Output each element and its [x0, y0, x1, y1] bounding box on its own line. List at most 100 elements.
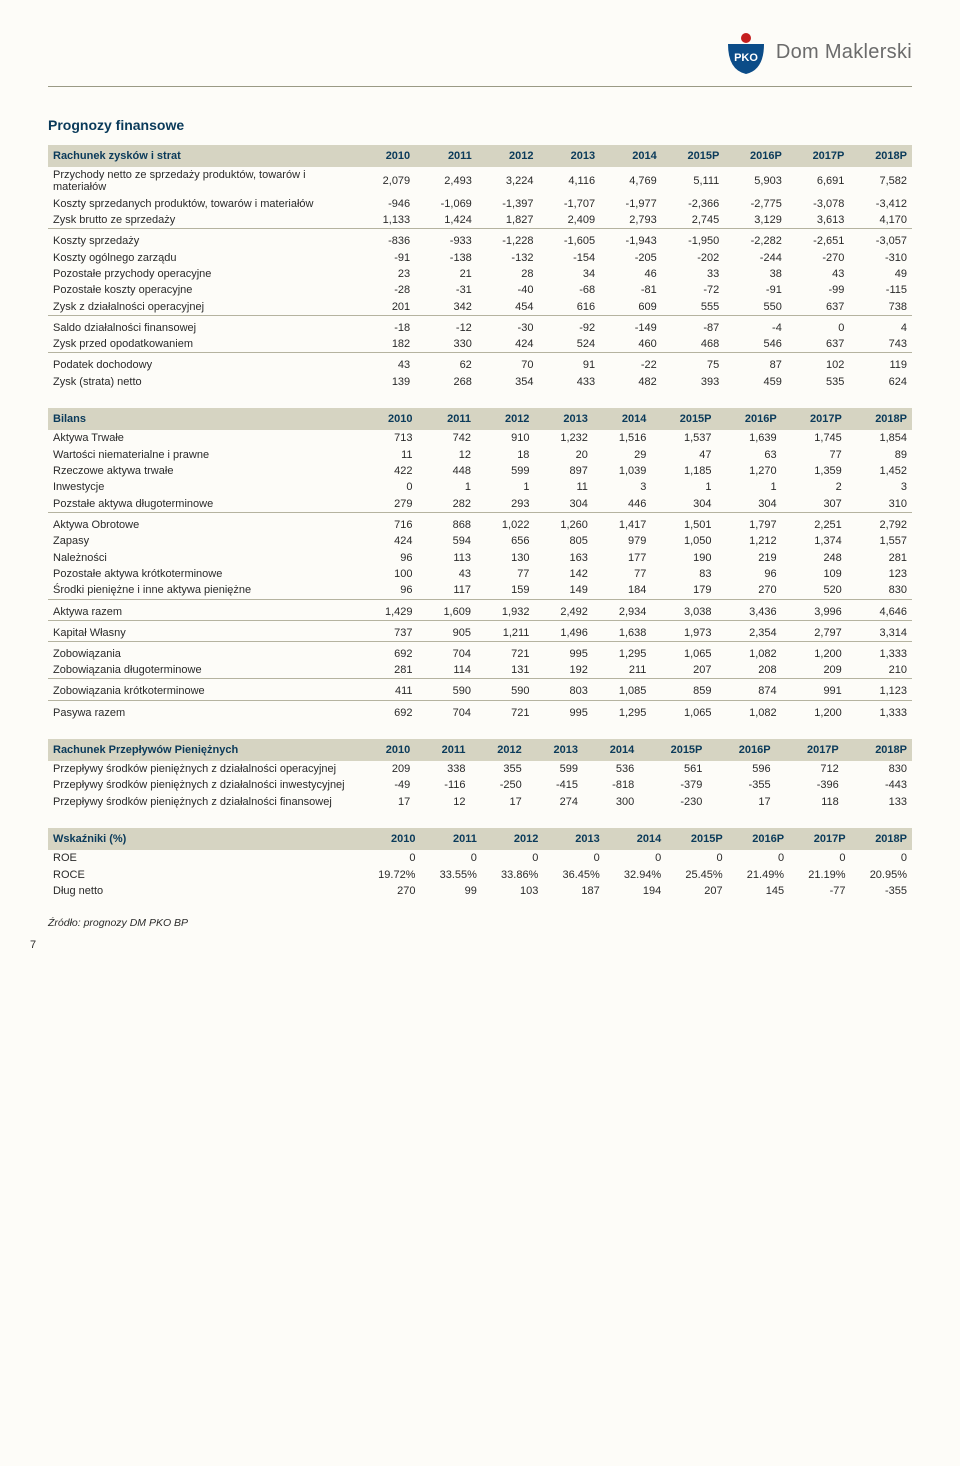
cell-value: 354 — [477, 374, 539, 390]
cell-value: -115 — [849, 282, 912, 298]
cell-value: 4,170 — [849, 212, 912, 229]
table-title: Bilans — [48, 408, 359, 430]
cell-value: 338 — [415, 761, 470, 777]
cell-value: 43 — [418, 566, 476, 582]
year-header: 2015P — [639, 739, 707, 761]
cell-value: 70 — [477, 353, 539, 374]
cell-value: 1,333 — [847, 700, 912, 721]
cell-value: 535 — [787, 374, 850, 390]
row-label: Środki pieniężne i inne aktywa pieniężne — [48, 582, 359, 599]
cell-value: 17 — [359, 794, 415, 810]
year-header: 2011 — [415, 739, 470, 761]
cell-value: 89 — [847, 446, 912, 462]
cell-value: 1,452 — [847, 463, 912, 479]
cell-value: -87 — [662, 315, 725, 336]
cell-value: -138 — [415, 249, 477, 265]
row-label: Rzeczowe aktywa trwałe — [48, 463, 359, 479]
year-header: 2016P — [728, 828, 789, 850]
table-row: Kapitał Własny7379051,2111,4961,6381,973… — [48, 620, 912, 641]
table-row: Pozostałe przychody operacyjne2321283446… — [48, 266, 912, 282]
cell-value: 460 — [600, 336, 662, 353]
cell-value: 23 — [359, 266, 415, 282]
cell-value: 3,613 — [787, 212, 850, 229]
row-label: Przepływy środków pieniężnych z działaln… — [48, 777, 359, 793]
pko-shield-icon: PKO — [724, 30, 768, 74]
row-label: Zobowiązania długoterminowe — [48, 662, 359, 679]
cell-value: -1,228 — [477, 229, 539, 250]
row-label: Przepływy środków pieniężnych z działaln… — [48, 794, 359, 810]
cell-value: 270 — [359, 883, 420, 899]
cell-value: 5,111 — [662, 167, 725, 195]
cell-value: 2,797 — [782, 620, 847, 641]
cell-value: 1,065 — [651, 641, 716, 662]
cell-value: 282 — [418, 495, 476, 512]
cell-value: 1 — [717, 479, 782, 495]
year-header: 2010 — [359, 739, 415, 761]
cell-value: 21 — [415, 266, 477, 282]
cell-value: 3,129 — [724, 212, 787, 229]
cell-value: -154 — [538, 249, 600, 265]
cell-value: 910 — [476, 430, 534, 446]
cell-value: 3,038 — [651, 599, 716, 620]
year-header: 2012 — [482, 828, 543, 850]
table-row: Koszty ogólnego zarządu-91-138-132-154-2… — [48, 249, 912, 265]
cell-value: 1,638 — [593, 620, 651, 641]
cell-value: 12 — [415, 794, 470, 810]
cell-value: -355 — [707, 777, 775, 793]
cell-value: 304 — [717, 495, 782, 512]
table-row: Zysk przed opodatkowaniem182330424524460… — [48, 336, 912, 353]
row-label: Koszty sprzedaży — [48, 229, 359, 250]
cell-value: 2,251 — [782, 512, 847, 533]
cell-value: 1,932 — [476, 599, 534, 620]
row-label: Zobowiązania — [48, 641, 359, 662]
year-header: 2015P — [662, 145, 725, 167]
row-label: Zapasy — [48, 533, 359, 549]
year-header: 2015P — [666, 828, 727, 850]
cell-value: 1,429 — [359, 599, 417, 620]
cell-value: -18 — [359, 315, 415, 336]
table-row: Należności96113130163177190219248281 — [48, 549, 912, 565]
cell-value: -149 — [600, 315, 662, 336]
cell-value: -3,057 — [849, 229, 912, 250]
cell-value: 1,260 — [534, 512, 592, 533]
row-label: Zysk brutto ze sprzedaży — [48, 212, 359, 229]
cell-value: 219 — [717, 549, 782, 565]
cell-value: -443 — [844, 777, 912, 793]
cell-value: 304 — [651, 495, 716, 512]
cell-value: 803 — [534, 679, 592, 700]
cell-value: 1,133 — [359, 212, 415, 229]
cell-value: -355 — [851, 883, 912, 899]
cell-value: 550 — [724, 298, 787, 315]
cell-value: 2,934 — [593, 599, 651, 620]
cell-value: -2,366 — [662, 195, 725, 211]
cell-value: 0 — [482, 850, 543, 866]
cell-value: 201 — [359, 298, 415, 315]
cell-value: -77 — [789, 883, 850, 899]
cell-value: 159 — [476, 582, 534, 599]
cell-value: 1,516 — [593, 430, 651, 446]
cell-value: 520 — [782, 582, 847, 599]
cell-value: -946 — [359, 195, 415, 211]
cell-value: -22 — [600, 353, 662, 374]
cell-value: 1,797 — [717, 512, 782, 533]
row-label: Koszty ogólnego zarządu — [48, 249, 359, 265]
cell-value: 2,493 — [415, 167, 477, 195]
row-label: Zysk przed opodatkowaniem — [48, 336, 359, 353]
row-label: Wartości niematerialne i prawne — [48, 446, 359, 462]
cell-value: 737 — [359, 620, 417, 641]
year-header: 2017P — [787, 145, 850, 167]
table-row: Podatek dochodowy43627091-227587102119 — [48, 353, 912, 374]
table-row: Koszty sprzedaży-836-933-1,228-1,605-1,9… — [48, 229, 912, 250]
table-row: Pozostałe koszty operacyjne-28-31-40-68-… — [48, 282, 912, 298]
cell-value: 1,022 — [476, 512, 534, 533]
cell-value: -68 — [538, 282, 600, 298]
cell-value: -2,651 — [787, 229, 850, 250]
cell-value: 692 — [359, 641, 417, 662]
cell-value: 62 — [415, 353, 477, 374]
cell-value: -132 — [477, 249, 539, 265]
year-header: 2016P — [724, 145, 787, 167]
cell-value: 43 — [359, 353, 415, 374]
year-header: 2017P — [776, 739, 844, 761]
row-label: ROE — [48, 850, 359, 866]
financial-table: Rachunek Przepływów Pieniężnych201020112… — [48, 739, 912, 810]
